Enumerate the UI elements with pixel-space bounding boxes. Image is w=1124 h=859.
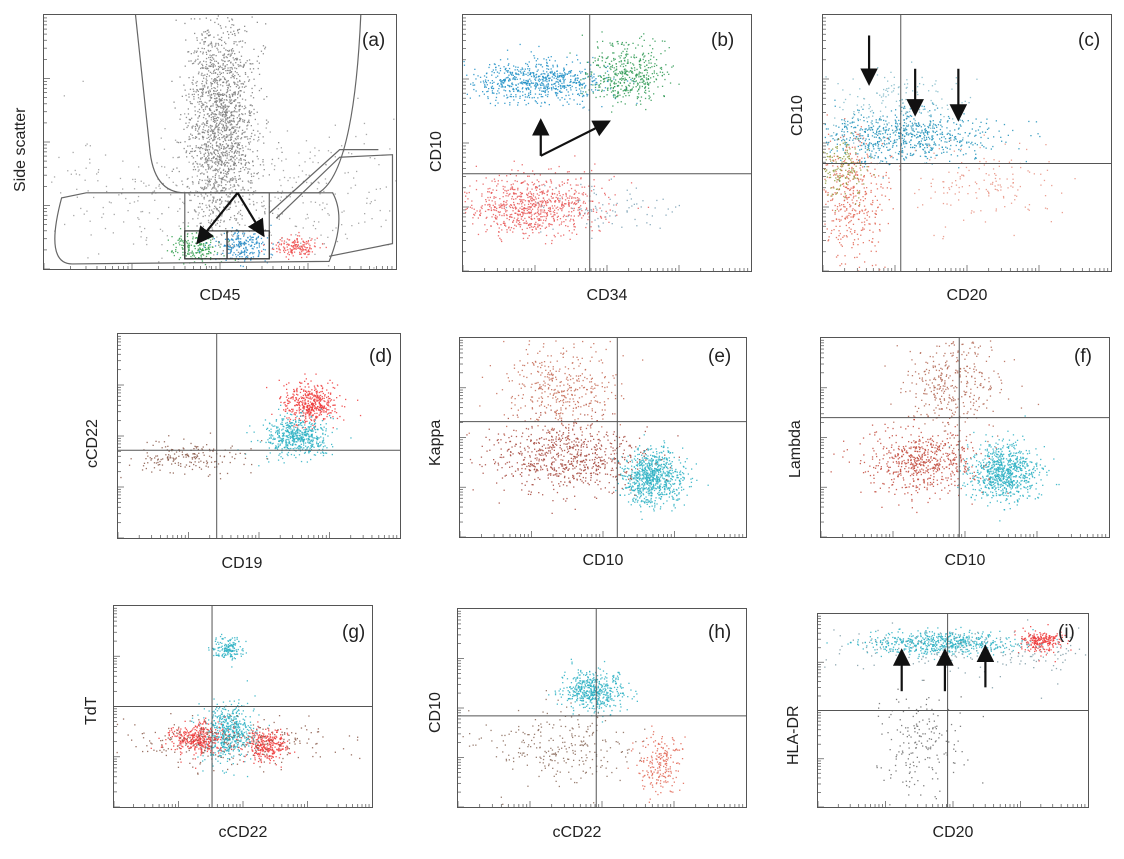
population-f-2 [884, 340, 1040, 450]
axis-ticks-f [821, 339, 1107, 537]
panel-label-h: (h) [708, 622, 732, 643]
y-axis-label-e: Kappa [427, 419, 444, 466]
population-b-0 [463, 43, 638, 111]
arrow-b-1 [540, 120, 611, 157]
population-a-3 [198, 224, 280, 268]
population-i-1 [1014, 624, 1072, 663]
panel-label-e: (e) [708, 346, 732, 367]
population-c-2 [823, 114, 901, 271]
population-e-0 [612, 434, 709, 520]
panel-label-i: (i) [1058, 622, 1075, 643]
population-g-3 [237, 721, 296, 768]
axis-ticks-c [823, 17, 1109, 271]
y-axis-label-d: cCD22 [84, 419, 101, 468]
y-axis-label-g: TdT [83, 696, 100, 725]
population-c-1 [825, 61, 978, 154]
population-b-2 [464, 151, 650, 245]
plot-g [113, 605, 373, 808]
panel-label-c: (c) [1078, 30, 1101, 51]
y-axis-label-i: HLA-DR [785, 705, 802, 765]
x-axis-label-d: CD19 [221, 555, 263, 572]
population-b-3 [505, 178, 680, 239]
population-a-4 [261, 231, 327, 260]
population-c-0 [824, 99, 1041, 182]
axis-ticks-g [114, 607, 370, 807]
population-a-0 [153, 15, 283, 269]
axis-ticks-e [460, 339, 744, 537]
population-g-2 [150, 716, 238, 769]
population-i-2 [876, 679, 984, 806]
x-axis-label-a: CD45 [199, 287, 241, 304]
population-g-4 [116, 713, 361, 775]
population-d-1 [237, 404, 352, 467]
x-axis-label-c: CD20 [946, 287, 988, 304]
x-axis-label-i: CD20 [932, 824, 974, 841]
population-d-0 [266, 373, 362, 430]
population-f-1 [830, 408, 1009, 514]
scatter-svg-d [118, 334, 400, 538]
axis-ticks-a [44, 17, 393, 269]
scatter-svg-c [823, 15, 1111, 271]
population-h-2 [462, 690, 646, 805]
plot-a [43, 14, 397, 270]
y-axis-label-a: Side scatter [12, 107, 29, 192]
scatter-svg-h [458, 609, 746, 807]
x-axis-label-e: CD10 [582, 552, 624, 569]
y-axis-label-h: CD10 [427, 692, 444, 733]
panel-label-b: (b) [711, 30, 735, 51]
plot-e [459, 337, 747, 538]
panel-label-f: (f) [1074, 346, 1092, 367]
population-g-0 [208, 633, 247, 668]
plot-c [822, 14, 1112, 272]
population-e-2 [468, 340, 644, 461]
x-axis-label-g: cCD22 [218, 824, 268, 841]
y-axis-label-c: CD10 [789, 95, 806, 136]
arrow-a-0 [196, 192, 239, 245]
x-axis-label-h: cCD22 [552, 824, 602, 841]
plot-b [462, 14, 752, 272]
plot-i [817, 613, 1089, 808]
population-c-3 [823, 132, 875, 212]
plot-h [457, 608, 747, 808]
scatter-svg-g [114, 606, 372, 807]
panel-label-d: (d) [369, 346, 393, 367]
x-axis-label-b: CD34 [586, 287, 628, 304]
population-h-1 [627, 725, 686, 803]
population-c-4 [899, 134, 1076, 240]
scatter-svg-a [44, 15, 396, 269]
population-d-2 [120, 432, 268, 480]
y-axis-label-b: CD10 [428, 131, 445, 172]
panel-label-g: (g) [342, 622, 366, 643]
population-i-0 [826, 626, 1060, 661]
y-axis-label-f: Lambda [787, 420, 804, 478]
scatter-svg-e [460, 338, 746, 537]
population-i-3 [824, 619, 1087, 699]
gating-regions [54, 15, 394, 265]
scatter-svg-b [463, 15, 751, 271]
population-h-0 [548, 658, 638, 723]
arrow-a-1 [236, 192, 265, 238]
population-a-1 [46, 78, 396, 269]
population-f-0 [948, 415, 1060, 522]
plot-f [820, 337, 1110, 538]
axis-ticks-b [463, 17, 749, 271]
axis-ticks-d [118, 335, 398, 538]
axis-ticks-h [458, 610, 744, 807]
panel-label-a: (a) [362, 30, 386, 51]
scatter-svg-f [821, 338, 1109, 537]
plot-d [117, 333, 401, 539]
scatter-svg-i [818, 614, 1088, 807]
population-g-1 [183, 680, 270, 778]
x-axis-label-f: CD10 [944, 552, 986, 569]
population-b-1 [569, 31, 680, 113]
